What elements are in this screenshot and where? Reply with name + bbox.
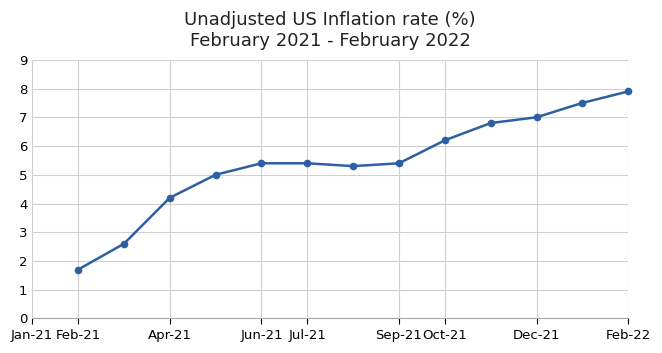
- Title: Unadjusted US Inflation rate (%)
February 2021 - February 2022: Unadjusted US Inflation rate (%) Februar…: [185, 11, 476, 50]
